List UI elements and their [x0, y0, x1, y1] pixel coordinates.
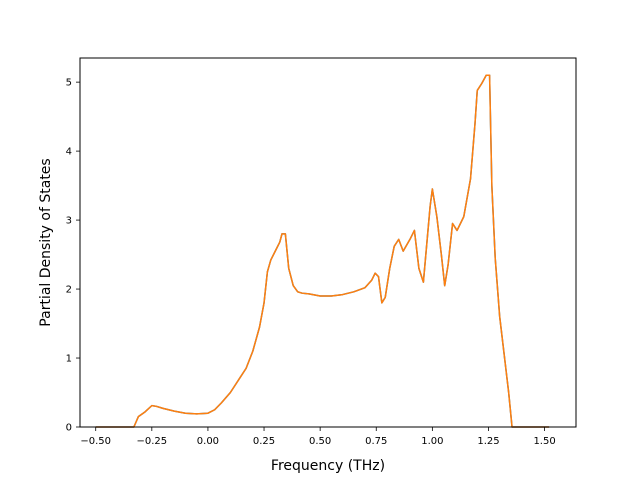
x-tick-label: 0.25 — [253, 436, 275, 447]
y-tick-label: 3 — [66, 216, 72, 227]
x-tick-label: 1.50 — [533, 436, 555, 447]
x-tick-label: 1.25 — [477, 436, 499, 447]
y-axis-ticks: 0 1 2 3 4 5 — [66, 78, 80, 434]
x-axis-label: Frequency (THz) — [271, 458, 385, 474]
x-tick-label: 0.00 — [197, 436, 219, 447]
series-group — [95, 74, 550, 428]
y-tick-label: 5 — [66, 78, 72, 89]
x-tick-label: 0.50 — [309, 436, 331, 447]
series-line-1 — [95, 74, 550, 428]
axes-frame — [79, 57, 577, 428]
x-tick-label: 1.00 — [421, 436, 443, 447]
x-tick-label: −0.50 — [80, 436, 111, 447]
y-tick-label: 1 — [66, 354, 72, 365]
y-axis-label: Partial Density of States — [38, 158, 54, 326]
y-tick-label: 2 — [66, 285, 72, 296]
x-tick-label: 0.75 — [365, 436, 387, 447]
y-tick-label: 0 — [66, 423, 72, 434]
y-tick-label: 4 — [66, 147, 72, 158]
x-tick-label: −0.25 — [136, 436, 167, 447]
plot-area — [79, 57, 577, 428]
x-axis-ticks: −0.50 −0.25 0.00 0.25 0.50 0.75 1.00 1.25 1.50 — [80, 427, 556, 447]
